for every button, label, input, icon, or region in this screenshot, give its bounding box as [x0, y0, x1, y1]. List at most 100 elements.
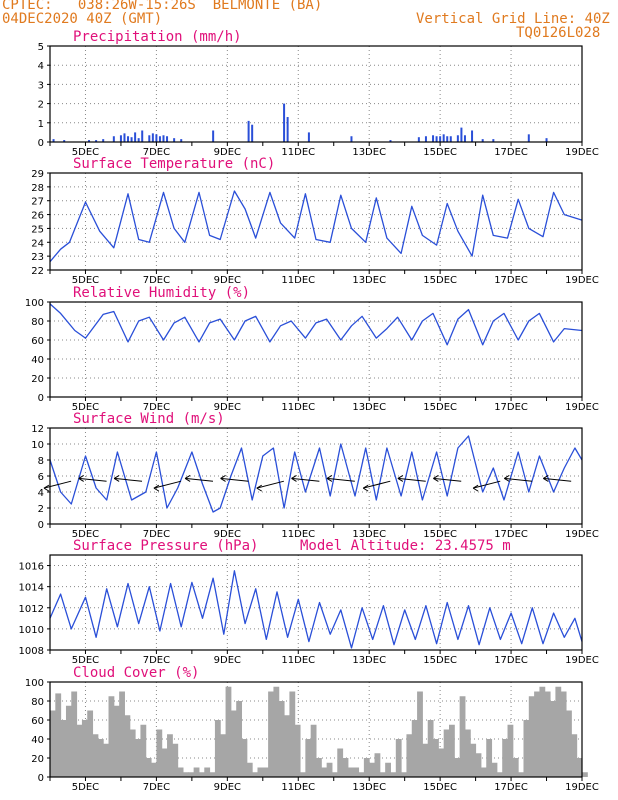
- cloud-bar: [571, 734, 578, 777]
- precipitation-x-tick-label: 15DEC: [423, 147, 457, 158]
- precipitation-x-tick-label: 7DEC: [143, 147, 170, 158]
- cloud-bar: [449, 724, 455, 777]
- cloud-bar: [156, 729, 163, 777]
- pressure-y-tick-label: 1014: [19, 583, 44, 594]
- precipitation-y-tick-label: 2: [38, 100, 44, 111]
- wind-arrowhead: [504, 474, 510, 482]
- cloud-bar: [417, 691, 423, 777]
- temperature-x-tick-label: 11DEC: [281, 275, 315, 286]
- precipitation-x-tick-label: 19DEC: [565, 147, 599, 158]
- wind-x-tick-label: 19DEC: [565, 529, 599, 540]
- cloud-bar: [220, 734, 227, 777]
- cloud-bar: [300, 772, 306, 777]
- precip-bar: [127, 136, 130, 142]
- cloud-cover-x-tick-label: 7DEC: [143, 782, 170, 793]
- cloud-cover-title: Cloud Cover (%): [73, 665, 199, 681]
- cloud-cover-y-tick-label: 0: [38, 773, 44, 784]
- precip-bar: [492, 139, 495, 142]
- cloud-bar: [331, 772, 338, 777]
- cloud-bar: [523, 720, 530, 777]
- pressure-y-tick-label: 1012: [19, 604, 44, 615]
- precip-bar: [286, 117, 289, 142]
- cloud-bar: [230, 710, 237, 777]
- cloud-bar: [87, 710, 94, 777]
- pressure-series-line: [49, 570, 583, 649]
- cloud-bar: [71, 691, 78, 777]
- cloud-bar: [326, 762, 333, 777]
- cloud-bar: [183, 772, 189, 777]
- precip-bar: [350, 136, 353, 142]
- cloud-bar: [55, 693, 62, 777]
- precip-bar: [456, 135, 459, 142]
- wind-arrowhead: [362, 484, 369, 492]
- cloud-bar: [438, 748, 445, 777]
- temperature-x-tick-label: 19DEC: [565, 275, 599, 286]
- cloud-bar: [167, 734, 173, 777]
- humidity-y-tick-label: 60: [31, 336, 44, 347]
- humidity-x-tick-label: 7DEC: [143, 402, 170, 413]
- wind-arrow: [291, 477, 320, 482]
- pressure-x-tick-label: 17DEC: [494, 655, 528, 666]
- cloud-bar: [401, 772, 407, 777]
- cloud-bar: [379, 772, 386, 777]
- temperature-x-tick-label: 15DEC: [423, 275, 457, 286]
- wind-arrowhead: [543, 474, 549, 482]
- humidity-plot-frame: [49, 301, 583, 398]
- humidity-x-tick-label: 13DEC: [352, 402, 386, 413]
- temperature-y-tick-label: 24: [31, 238, 44, 249]
- pressure-x-tick-label: 9DEC: [214, 655, 241, 666]
- cloud-bar: [363, 758, 370, 777]
- cloud-bar: [172, 743, 179, 777]
- precip-bar: [119, 135, 122, 142]
- wind-arrow: [78, 477, 107, 482]
- cloud-bar: [337, 748, 344, 777]
- cloud-bar: [390, 772, 397, 777]
- temperature-x-tick-label: 9DEC: [214, 275, 241, 286]
- pressure-x-tick-label: 5DEC: [72, 655, 99, 666]
- humidity-title: Relative Humidity (%): [73, 285, 250, 301]
- cloud-bar: [289, 691, 296, 777]
- cloud-cover-y-tick-label: 40: [31, 735, 44, 746]
- cloud-bar: [252, 772, 258, 777]
- cloud-bar: [433, 739, 439, 777]
- precipitation-y-tick-label: 5: [38, 42, 44, 53]
- cloud-bar: [246, 762, 253, 777]
- wind-arrow: [472, 480, 501, 489]
- precip-bar: [180, 139, 183, 142]
- precip-bar: [481, 139, 484, 142]
- precip-bar: [130, 137, 133, 142]
- humidity-y-tick-label: 0: [38, 393, 44, 404]
- cloud-cover-x-tick-label: 11DEC: [281, 782, 315, 793]
- cloud-bar: [268, 691, 274, 777]
- cloud-cover-y-tick-label: 20: [31, 754, 44, 765]
- precip-bar: [432, 135, 435, 142]
- temperature-plot-frame: [49, 172, 583, 271]
- wind-x-tick-label: 9DEC: [214, 529, 241, 540]
- cloud-bar: [241, 739, 248, 777]
- wind-arrow: [43, 480, 72, 489]
- humidity-y-tick-label: 40: [31, 355, 44, 366]
- precipitation-y-tick-label: 3: [38, 80, 44, 91]
- cloud-bar: [305, 739, 312, 777]
- humidity-x-tick-label: 17DEC: [494, 402, 528, 413]
- precip-bar: [439, 136, 442, 142]
- header-model-id: TQ0126L028: [516, 25, 601, 41]
- cloud-bar: [145, 758, 152, 777]
- cloud-bar: [555, 686, 562, 777]
- pressure-x-tick-label: 13DEC: [352, 655, 386, 666]
- precip-bar: [251, 124, 254, 142]
- cloud-bar: [539, 686, 546, 777]
- cloud-bar: [491, 762, 498, 777]
- precipitation-x-tick-label: 9DEC: [214, 147, 241, 158]
- wind-arrow: [326, 477, 355, 482]
- precip-bar: [173, 138, 176, 142]
- precipitation-x-tick-label: 13DEC: [352, 147, 386, 158]
- cloud-bar: [140, 724, 147, 777]
- cloud-bar: [550, 701, 556, 777]
- cloud-bar: [108, 696, 115, 777]
- cloud-bar: [188, 772, 195, 777]
- cloud-bar: [566, 710, 572, 777]
- humidity-y-tick-label: 100: [25, 298, 44, 309]
- precip-bar: [88, 140, 91, 142]
- temperature-y-tick-label: 26: [31, 211, 44, 222]
